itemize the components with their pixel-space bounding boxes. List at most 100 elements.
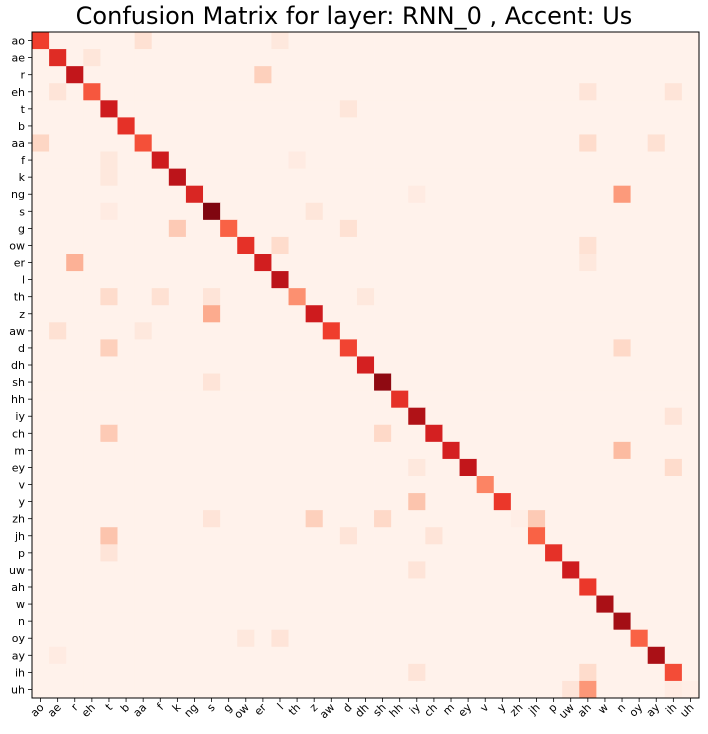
heatmap-cell <box>185 151 204 170</box>
heatmap-cell <box>168 168 187 187</box>
heatmap-cell <box>664 663 683 682</box>
heatmap-cell <box>562 49 580 67</box>
heatmap-cell <box>391 288 409 306</box>
heatmap-cell <box>203 271 221 289</box>
heatmap-cell <box>579 544 597 562</box>
heatmap-cell <box>271 219 289 238</box>
heatmap-cell <box>630 356 649 374</box>
heatmap-cell <box>476 544 495 562</box>
heatmap-cell <box>271 168 289 187</box>
heatmap-cell <box>510 544 529 562</box>
heatmap-cell <box>288 629 307 648</box>
y-tick-label: eh <box>11 86 25 99</box>
heatmap-cell <box>100 117 118 135</box>
heatmap-cell <box>100 544 118 562</box>
heatmap-cell <box>545 271 563 289</box>
heatmap-cell <box>425 305 443 323</box>
heatmap-cell <box>562 493 580 511</box>
heatmap-cell <box>545 151 563 170</box>
heatmap-cell <box>83 663 101 682</box>
heatmap-cell <box>579 100 597 118</box>
heatmap-cell <box>630 100 649 118</box>
heatmap-cell <box>527 134 546 152</box>
heatmap-cell <box>66 271 84 289</box>
heatmap-cell <box>527 236 546 255</box>
heatmap-cell <box>254 66 272 84</box>
heatmap-cell <box>613 612 631 631</box>
heatmap-cell <box>100 254 118 272</box>
heatmap-cell <box>100 236 118 255</box>
heatmap-cell <box>510 100 529 118</box>
heatmap-cell <box>151 373 170 392</box>
heatmap-cell <box>527 288 546 306</box>
heatmap-cell <box>254 32 272 50</box>
x-tick-label: dh <box>353 701 372 720</box>
heatmap-cell <box>322 288 341 306</box>
heatmap-cell <box>664 236 683 255</box>
heatmap-cell <box>527 458 546 477</box>
heatmap-cell <box>339 458 358 477</box>
heatmap-cell <box>408 544 426 562</box>
heatmap-cell <box>237 151 255 170</box>
heatmap-cell <box>493 117 512 135</box>
heatmap-cell <box>151 83 170 101</box>
heatmap-cell <box>185 680 204 699</box>
heatmap-cell <box>66 441 84 460</box>
heatmap-cell <box>681 373 700 392</box>
heatmap-cell <box>493 646 512 665</box>
heatmap-cell <box>203 527 221 545</box>
heatmap-cell <box>562 100 580 118</box>
heatmap-cell <box>681 339 700 357</box>
heatmap-cell <box>579 424 597 443</box>
heatmap-cell <box>442 629 460 648</box>
heatmap-cell <box>527 117 546 135</box>
heatmap-cell <box>32 595 50 614</box>
heatmap-cell <box>237 168 255 187</box>
heatmap-cell <box>527 100 546 118</box>
heatmap-cell <box>630 680 649 699</box>
heatmap-cell <box>562 476 580 494</box>
heatmap-cell <box>168 236 187 255</box>
y-tick-label: b <box>18 120 25 133</box>
heatmap-cell <box>117 151 136 170</box>
heatmap-cell <box>681 83 700 101</box>
heatmap-cell <box>630 322 649 340</box>
heatmap-cell <box>579 254 597 272</box>
heatmap-cell <box>322 219 341 238</box>
heatmap-cell <box>322 305 341 323</box>
heatmap-cell <box>100 356 118 374</box>
heatmap-cell <box>442 612 460 631</box>
heatmap-cell <box>545 612 563 631</box>
x-tick-label: ng <box>182 701 201 720</box>
heatmap-cell <box>596 117 614 135</box>
heatmap-cell <box>356 202 375 221</box>
heatmap-cell <box>374 629 392 648</box>
heatmap-cell <box>442 339 460 357</box>
heatmap-cell <box>545 236 563 255</box>
heatmap-cell <box>168 424 187 443</box>
heatmap-cell <box>596 407 614 426</box>
heatmap-cell <box>49 254 67 272</box>
heatmap-cell <box>562 527 580 545</box>
heatmap-cell <box>100 629 118 648</box>
heatmap-cell <box>374 441 392 460</box>
heatmap-cell <box>425 595 443 614</box>
x-tick-label: b <box>118 701 132 715</box>
heatmap-cell <box>134 236 153 255</box>
heatmap-cell <box>545 407 563 426</box>
heatmap-cell <box>220 117 238 135</box>
heatmap-cell <box>681 100 700 118</box>
heatmap-cell <box>203 578 221 596</box>
heatmap-cell <box>681 646 700 665</box>
heatmap-cell <box>254 680 272 699</box>
heatmap-cell <box>288 476 307 494</box>
heatmap-cell <box>459 288 478 306</box>
heatmap-cell <box>32 151 50 170</box>
heatmap-cell <box>408 32 426 50</box>
heatmap-cell <box>322 134 341 152</box>
heatmap-cell <box>220 356 238 374</box>
heatmap-cell <box>66 66 84 84</box>
heatmap-cell <box>237 680 255 699</box>
heatmap-cell <box>117 476 136 494</box>
heatmap-cell <box>339 271 358 289</box>
